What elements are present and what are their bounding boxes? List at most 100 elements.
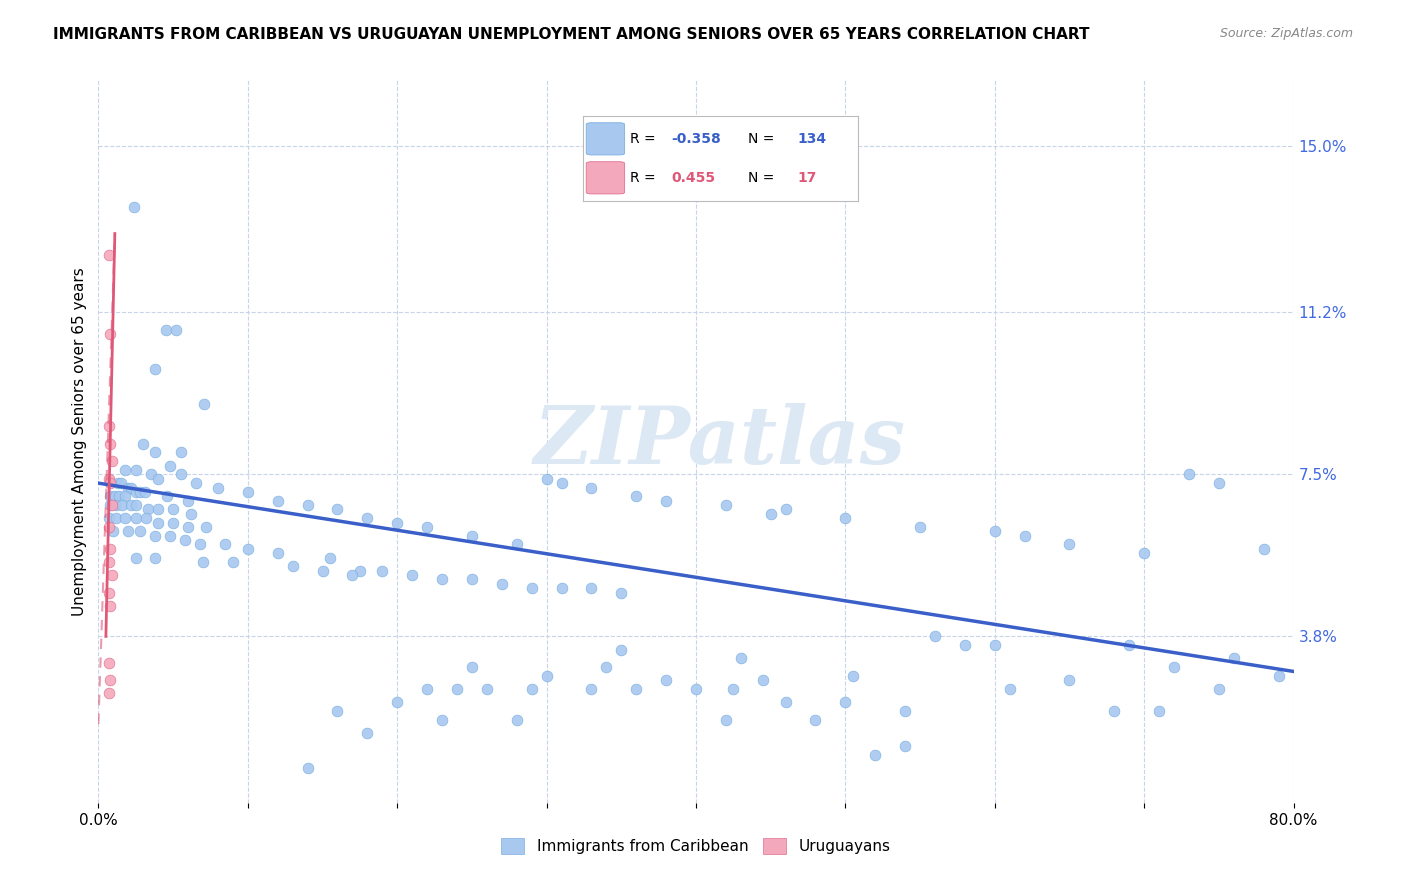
Point [136,502,159,516]
Point [581,681,603,696]
Point [953,638,976,652]
Point [129,484,152,499]
Point [120,498,142,512]
Point [135,511,157,525]
Point [1059,673,1081,688]
Point [125,498,148,512]
Point [1147,704,1170,718]
Point [169,445,191,459]
Point [132,436,155,450]
Point [148,502,170,516]
Point [349,564,371,578]
Point [117,524,139,539]
Point [195,520,218,534]
Point [430,573,453,587]
Point [1163,660,1185,674]
Point [371,564,394,578]
Point [125,484,148,499]
Point [908,520,931,534]
Point [143,445,166,459]
Point [723,681,745,696]
Point [214,537,236,551]
Legend: Immigrants from Caribbean, Uruguayans: Immigrants from Caribbean, Uruguayans [495,832,897,860]
Text: R =: R = [630,171,655,185]
Point [804,713,827,727]
Point [356,725,378,739]
Point [165,323,187,337]
Point [98,541,122,556]
Point [105,498,128,512]
Point [267,493,290,508]
Text: N =: N = [748,132,775,145]
Point [894,739,917,753]
Point [520,581,543,595]
Point [834,695,856,709]
Point [1118,638,1140,652]
Point [134,484,156,499]
Point [655,673,678,688]
Point [356,511,378,525]
Point [184,476,207,491]
Point [491,577,513,591]
Text: ZIPatlas: ZIPatlas [534,403,905,480]
Point [626,489,648,503]
Point [775,502,797,516]
Point [430,713,453,727]
Point [385,516,409,530]
Point [311,564,333,578]
Point [610,585,633,599]
Point [98,498,122,512]
Point [1014,529,1036,543]
Point [834,511,856,525]
Point [475,681,498,696]
Text: 134: 134 [797,132,827,145]
Point [207,481,229,495]
Point [401,568,423,582]
Point [865,747,887,762]
Point [97,472,120,486]
Point [125,463,148,477]
Point [1178,467,1201,482]
Point [156,489,179,503]
Point [267,546,290,560]
Point [520,681,543,696]
Point [655,493,678,508]
Point [114,463,136,477]
Point [1208,476,1230,491]
Point [626,681,648,696]
Point [148,472,170,486]
Point [108,489,131,503]
Point [1223,651,1246,665]
Point [98,673,122,688]
Point [1104,704,1126,718]
Point [610,642,633,657]
Point [550,476,572,491]
Point [193,397,215,411]
Point [125,511,148,525]
Point [236,484,259,499]
Point [169,467,191,482]
Point [103,524,125,539]
Point [297,498,319,512]
Point [98,327,122,342]
Point [581,481,603,495]
Point [177,493,200,508]
Point [984,524,1007,539]
Point [759,507,782,521]
Point [446,681,468,696]
FancyBboxPatch shape [586,161,624,194]
Point [104,489,127,503]
Point [98,436,122,450]
Point [110,476,132,491]
Point [143,362,166,376]
Text: 0.455: 0.455 [671,171,716,185]
Point [97,686,120,700]
Point [120,481,142,495]
Text: R =: R = [630,132,655,145]
Point [595,660,617,674]
Point [326,502,349,516]
Point [342,568,364,582]
Point [752,673,775,688]
Point [125,550,148,565]
Point [191,555,214,569]
